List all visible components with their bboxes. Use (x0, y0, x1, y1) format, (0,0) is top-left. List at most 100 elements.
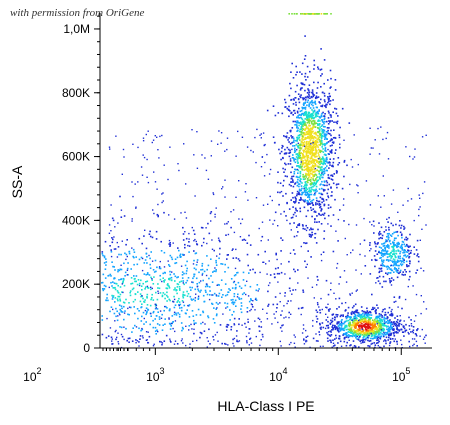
data-point (322, 160, 325, 162)
data-point (306, 101, 309, 103)
data-point (101, 333, 104, 336)
data-point (284, 295, 286, 297)
data-point (286, 302, 288, 305)
data-point (129, 291, 131, 294)
data-point (374, 265, 376, 268)
data-point (309, 178, 312, 181)
data-point (215, 295, 218, 297)
data-point (386, 256, 389, 258)
data-point (117, 341, 119, 343)
data-point (311, 215, 313, 218)
data-point (308, 166, 310, 169)
data-point (344, 337, 346, 340)
data-point (306, 340, 308, 342)
data-point (304, 228, 306, 230)
data-point (310, 177, 313, 179)
data-point (125, 253, 128, 256)
data-point (150, 298, 152, 301)
data-point (293, 109, 295, 112)
data-point (383, 280, 385, 283)
data-point (356, 329, 358, 332)
data-point (248, 300, 251, 303)
data-point (400, 264, 403, 267)
data-point (312, 110, 315, 113)
data-point (360, 339, 363, 342)
data-point (395, 325, 398, 327)
data-point (321, 193, 324, 196)
data-point (105, 336, 108, 339)
data-point (260, 326, 263, 328)
data-point (310, 168, 312, 171)
data-point (128, 306, 131, 308)
data-point (310, 115, 312, 117)
y-tick-label: 200K (62, 277, 90, 291)
data-point (360, 332, 363, 334)
data-point (192, 340, 194, 342)
data-point (294, 196, 296, 198)
data-point (281, 144, 283, 147)
data-point (330, 195, 332, 197)
data-point (309, 107, 312, 109)
data-point (323, 115, 326, 118)
data-point (134, 298, 136, 301)
data-point (306, 144, 308, 146)
data-point (299, 193, 301, 196)
data-point (251, 304, 253, 306)
data-point (297, 134, 300, 137)
data-point (130, 277, 133, 279)
data-point (280, 158, 282, 161)
data-point (376, 320, 378, 323)
data-point (403, 251, 406, 254)
data-point (135, 280, 137, 283)
data-point (399, 319, 402, 322)
data-point (304, 112, 307, 114)
data-point (348, 122, 351, 124)
data-point (134, 312, 136, 315)
data-point (326, 331, 328, 334)
data-point (320, 297, 322, 300)
data-point (381, 315, 383, 317)
data-point (310, 95, 313, 98)
data-point (189, 343, 191, 345)
data-point (360, 318, 363, 321)
data-point (312, 104, 314, 107)
data-point (390, 323, 392, 325)
data-point (323, 212, 326, 215)
data-point (170, 279, 173, 282)
data-point (346, 341, 348, 344)
data-point (295, 158, 297, 161)
data-point (420, 267, 422, 269)
data-point (304, 13, 306, 15)
data-point (305, 183, 308, 186)
data-point (328, 100, 330, 103)
data-point (362, 318, 365, 320)
data-point (372, 220, 375, 223)
data-point (206, 283, 208, 285)
data-point (407, 249, 409, 251)
data-point (305, 126, 308, 129)
data-point (367, 318, 370, 321)
data-point (295, 144, 298, 146)
data-point (303, 133, 306, 136)
data-point (314, 100, 316, 103)
data-point (403, 261, 405, 264)
data-point (284, 168, 286, 171)
data-point (290, 341, 292, 344)
data-point (415, 272, 417, 274)
data-point (410, 198, 413, 200)
data-point (349, 293, 351, 295)
data-point (188, 245, 191, 247)
data-point (303, 338, 305, 340)
data-point (379, 319, 382, 322)
data-point (248, 332, 250, 334)
data-point (137, 279, 140, 281)
data-point (321, 187, 323, 190)
data-point (378, 319, 380, 322)
data-point (359, 331, 362, 333)
data-point (161, 134, 163, 137)
data-point (291, 177, 293, 180)
data-point (320, 150, 323, 152)
data-point (395, 320, 398, 323)
data-point (310, 235, 313, 237)
data-point (291, 157, 294, 159)
